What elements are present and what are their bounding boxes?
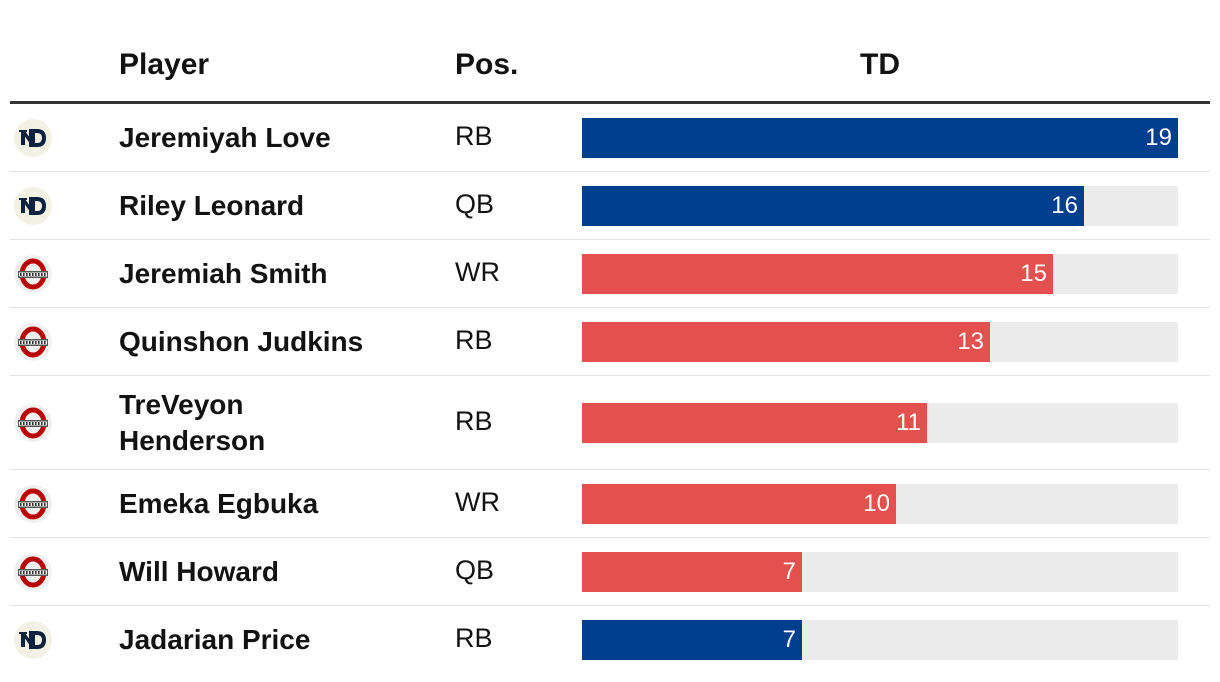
player-name: Quinshon Judkins [119,326,364,357]
td-value-label: 11 [896,409,921,436]
td-bar: 7 [582,620,802,660]
player-position: RB [455,325,493,355]
column-header-player: Player [119,48,210,81]
notre-dame-logo-icon [14,621,52,659]
table-row: Jeremiyah Love RB 19 [10,104,1210,172]
player-position: RB [455,121,493,151]
player-name: Riley Leonard [119,190,305,221]
td-value-label: 10 [863,490,890,517]
player-position: WR [455,487,500,517]
td-bar: 19 [582,118,1178,158]
column-header-position: Pos. [455,48,519,81]
player-position: RB [455,406,493,436]
td-bar-track: 13 [582,322,1178,362]
td-bar: 15 [582,254,1053,294]
team-logo [13,322,53,362]
table-row: TreVeyon Henderson RB 11 [10,376,1210,470]
header-divider [10,101,1210,104]
team-logo [13,118,53,158]
table-row: Quinshon Judkins RB 13 [10,308,1210,376]
chart-rows: Jeremiyah Love RB 19 Riley Leonard QB 16 Jerem… [10,104,1210,674]
ohio-state-logo-icon [14,553,52,591]
player-name: Jadarian Price [119,624,311,655]
notre-dame-logo-icon [14,119,52,157]
player-position: RB [455,623,493,653]
td-value-label: 7 [782,558,796,585]
td-bar: 10 [582,484,896,524]
td-bar-track: 16 [582,186,1178,226]
player-position: QB [455,555,495,585]
td-bar-track: 7 [582,552,1178,592]
td-bar: 11 [582,403,927,443]
team-logo [13,620,53,660]
ohio-state-logo-icon [14,485,52,523]
td-bar: 13 [582,322,990,362]
team-logo [13,484,53,524]
table-row: Riley Leonard QB 16 [10,172,1210,240]
table-row: Emeka Egbuka WR 10 [10,470,1210,538]
table-row: Jadarian Price RB 7 [10,606,1210,674]
td-value-label: 13 [957,328,984,355]
td-bar-track: 19 [582,118,1178,158]
player-position: WR [455,257,500,287]
ohio-state-logo-icon [14,323,52,361]
player-name: Emeka Egbuka [119,488,319,519]
td-value-label: 16 [1051,192,1078,219]
td-value-label: 19 [1145,124,1172,151]
player-name: Jeremiah Smith [119,258,328,289]
table-row: Will Howard QB 7 [10,538,1210,606]
team-logo [13,254,53,294]
td-bar-track: 11 [582,403,1178,443]
table-header: Player Pos. TD [10,0,1210,101]
notre-dame-logo-icon [14,187,52,225]
td-bar: 7 [582,552,802,592]
player-name: Jeremiyah Love [119,122,331,153]
team-logo [13,552,53,592]
team-logo [13,403,53,443]
td-bar-track: 15 [582,254,1178,294]
ohio-state-logo-icon [14,404,52,442]
ohio-state-logo-icon [14,255,52,293]
table-row: Jeremiah Smith WR 15 [10,240,1210,308]
player-name: Will Howard [119,556,279,587]
td-bar-track: 10 [582,484,1178,524]
column-header-td: TD [860,48,900,81]
td-value-label: 7 [782,626,796,653]
td-bar: 16 [582,186,1084,226]
team-logo [13,186,53,226]
td-bar-track: 7 [582,620,1178,660]
player-position: QB [455,189,495,219]
td-value-label: 15 [1020,260,1047,287]
player-name: TreVeyon Henderson [119,389,266,456]
